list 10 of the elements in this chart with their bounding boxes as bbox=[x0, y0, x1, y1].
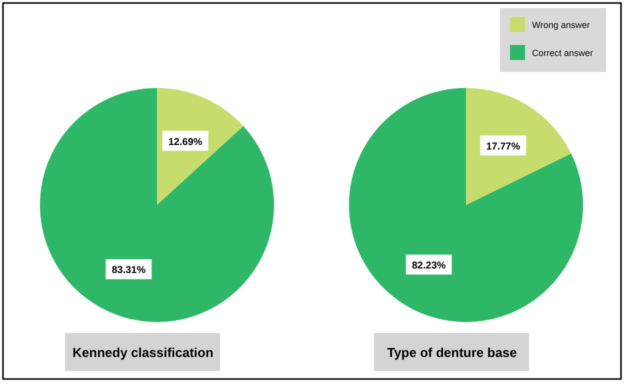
legend-label: Wrong answer bbox=[532, 20, 590, 30]
pie-slice bbox=[349, 88, 583, 322]
data-label: 12.69% bbox=[168, 136, 202, 148]
data-label: 17.77% bbox=[486, 141, 520, 152]
legend-label: Correct answer bbox=[532, 48, 594, 58]
text: Type of denture base bbox=[387, 345, 517, 360]
data-label: 83.31% bbox=[112, 265, 146, 276]
pie-slice bbox=[40, 88, 274, 322]
data-label: 82.23% bbox=[412, 260, 446, 272]
text: Kennedy classification bbox=[72, 345, 214, 360]
